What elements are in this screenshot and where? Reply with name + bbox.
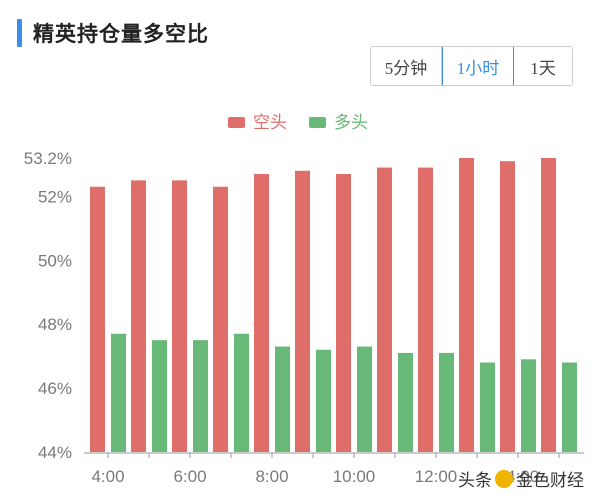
- bar-long: [316, 349, 331, 452]
- bar-long: [521, 359, 536, 452]
- bar-short: [172, 180, 187, 452]
- bar-short: [254, 173, 269, 452]
- bar-long: [234, 333, 249, 452]
- bar-series: [90, 158, 577, 453]
- legend-label-short: 空头: [253, 113, 287, 132]
- x-tick-label: 4:00: [91, 467, 124, 486]
- y-tick-label: 48%: [38, 315, 72, 334]
- title-accent-bar: [17, 19, 22, 47]
- tab-1hour[interactable]: 1小时: [442, 47, 514, 85]
- x-tick-label: 12:00: [415, 467, 458, 486]
- bar-long: [111, 333, 126, 452]
- tab-5min[interactable]: 5分钟: [371, 47, 442, 85]
- bar-long: [275, 346, 290, 452]
- watermark-logo-icon: [495, 469, 513, 488]
- page-title-text: 精英持仓量多空比: [33, 22, 209, 46]
- y-axis: 44% 46% 48% 50% 52% 53.2%: [24, 149, 72, 462]
- bar-short: [500, 161, 515, 452]
- bar-short: [541, 158, 556, 452]
- x-tick-label: 6:00: [173, 467, 206, 486]
- bar-short: [90, 186, 105, 452]
- bar-short: [295, 170, 310, 453]
- y-tick-label: 44%: [38, 443, 72, 462]
- legend-swatch-short: [228, 117, 245, 128]
- bar-short: [131, 180, 146, 452]
- bar-short: [213, 186, 228, 452]
- period-selector: 5分钟 1小时 1天: [370, 46, 573, 86]
- legend-swatch-long: [309, 117, 326, 128]
- tab-1day[interactable]: 1天: [514, 47, 572, 85]
- bar-short: [336, 173, 351, 452]
- legend-label-long: 多头: [334, 113, 368, 132]
- y-tick-label: 52%: [38, 187, 72, 206]
- bar-short: [418, 167, 433, 452]
- bar-short: [377, 167, 392, 452]
- bar-long: [480, 362, 495, 452]
- x-tick-label: 10:00: [333, 467, 376, 486]
- x-tick-label: 8:00: [255, 467, 288, 486]
- bar-long: [193, 340, 208, 452]
- y-tick-label: 53.2%: [24, 149, 72, 168]
- y-tick-label: 50%: [38, 251, 72, 270]
- bar-long: [398, 352, 413, 452]
- watermark-brand: 金色财经: [516, 471, 584, 491]
- watermark: 头条 金色财经: [458, 466, 584, 491]
- y-tick-label: 46%: [38, 379, 72, 398]
- bar-long: [357, 346, 372, 452]
- bar-long: [439, 352, 454, 452]
- bar-short: [459, 158, 474, 452]
- bar-long: [152, 340, 167, 452]
- bar-long: [562, 362, 577, 452]
- chart-legend: 空头 多头: [228, 113, 368, 132]
- watermark-source: 头条: [458, 471, 492, 491]
- page-title: 精英持仓量多空比: [17, 18, 209, 48]
